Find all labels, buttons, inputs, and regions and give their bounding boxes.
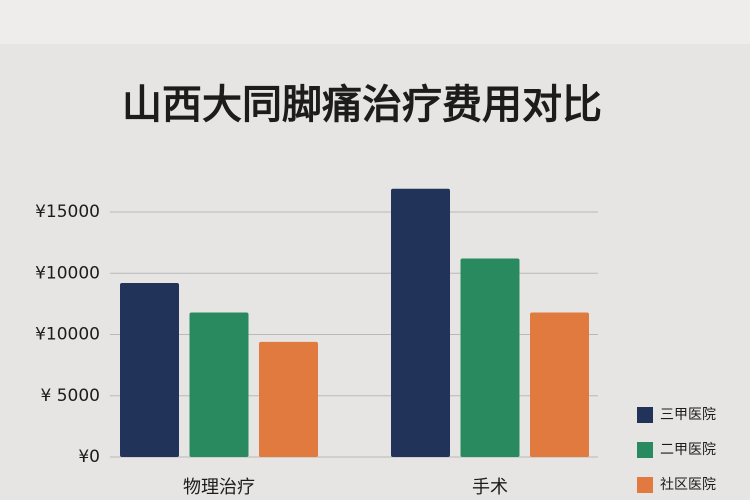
legend-label: 二甲医院 [660,442,716,458]
legend-swatch [637,477,653,493]
y-tick-label: ¥15000 [35,202,100,222]
y-tick-label: ¥10000 [35,263,100,283]
legend-swatch [637,407,653,423]
bar [120,283,179,457]
legend-swatch [637,442,653,458]
bar [189,312,249,457]
bar [259,341,318,457]
bar [530,312,589,457]
x-tick-label: 手术 [472,477,508,498]
x-tick-label: 物理治疗 [183,477,255,498]
bar [460,258,520,457]
y-tick-label: ¥10000 [35,325,100,345]
legend-label: 社区医院 [660,477,716,493]
legend-label: 三甲医院 [660,407,716,423]
chart-title: 山西大同脚痛治疗费用对比 [122,82,602,128]
y-tick-label: ¥ 5000 [41,386,100,406]
y-tick-label: ¥0 [78,447,100,467]
header-band [0,0,750,44]
bar [391,188,450,457]
